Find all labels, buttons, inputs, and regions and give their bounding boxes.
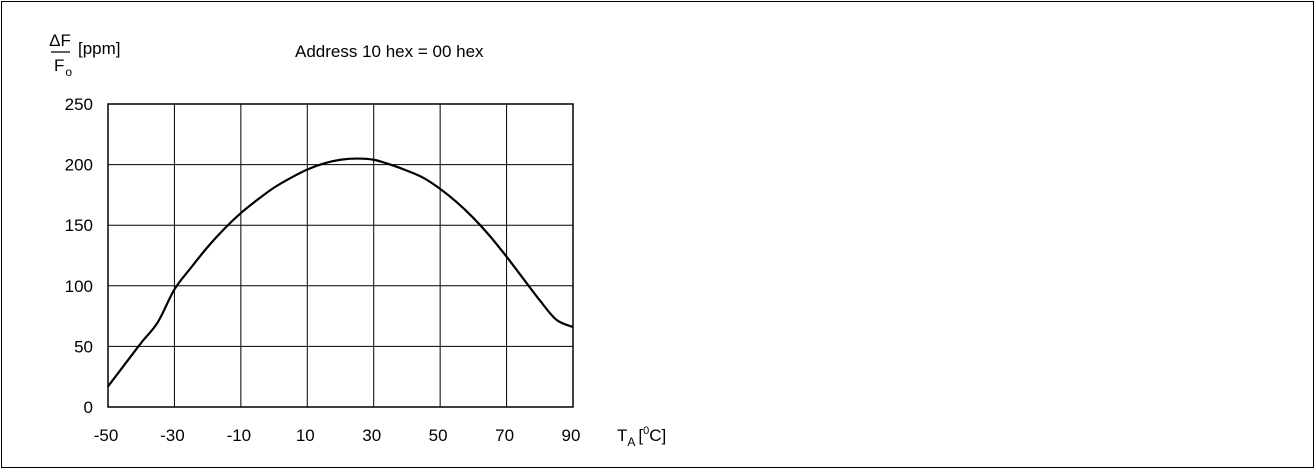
y-tick-label: 50 [74,337,93,356]
x-tick-label: 50 [429,426,448,445]
x-axis-label: TA [0C] [617,425,666,449]
x-tick-label: -50 [94,426,119,445]
x-tick-labels: -50 -30 -10 10 30 50 70 90 [94,426,581,445]
x-tick-label: -10 [227,426,252,445]
y-label-numerator: ΔF [49,31,71,50]
y-tick-label: 150 [65,216,93,235]
x-tick-label: 90 [562,426,581,445]
grid-lines [107,103,574,408]
y-tick-label: 100 [65,277,93,296]
plot-area [107,103,574,408]
x-tick-label: 70 [495,426,514,445]
x-tick-label: 30 [362,426,381,445]
series-line [107,157,574,388]
y-tick-label: 0 [84,398,93,417]
y-tick-label: 200 [65,156,93,175]
chart-title: Address 10 hex = 00 hex [295,42,484,61]
y-tick-label: 250 [65,95,93,114]
x-tick-label: -30 [160,426,185,445]
y-label-denominator: Fo [54,56,72,79]
y-tick-labels: 0 50 100 150 200 250 [65,95,93,417]
x-tick-label: 10 [296,426,315,445]
y-label-unit: [ppm] [78,39,121,58]
y-axis-label: ΔF Fo [ppm] [49,31,120,79]
